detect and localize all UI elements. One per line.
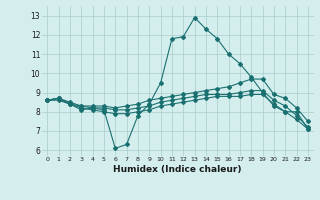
X-axis label: Humidex (Indice chaleur): Humidex (Indice chaleur): [113, 165, 242, 174]
